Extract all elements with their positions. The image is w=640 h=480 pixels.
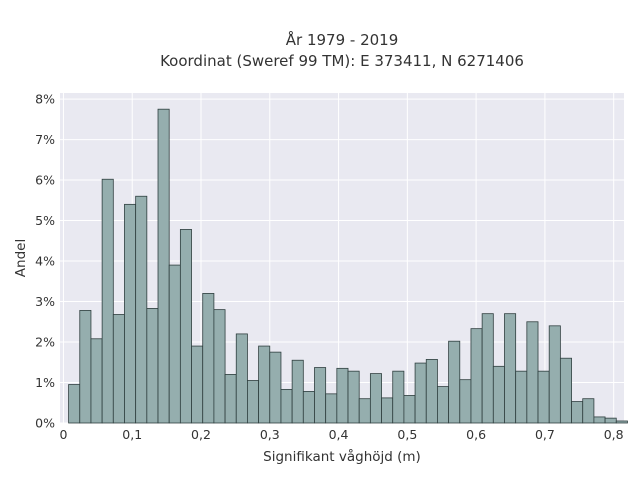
histogram-bar [79,310,92,424]
x-tick-label: 0 [59,427,67,442]
bars [68,108,628,424]
histogram-bar [269,351,282,424]
histogram-bar [593,416,606,424]
histogram-bar [258,345,271,424]
chart-title: År 1979 - 2019 Koordinat (Sweref 99 TM):… [160,30,524,70]
x-axis-ticks: 0 0,1 0,2 0,3 0,4 0,5 0,6 0,7 0,8 [59,427,623,442]
histogram-bar [437,386,450,424]
histogram-bar [582,398,595,424]
histogram-bar [504,313,517,424]
y-tick-label: 3% [35,294,55,309]
x-tick-label: 0,5 [397,427,417,442]
y-tick-label: 2% [35,335,55,350]
y-axis-label: Andel [13,239,29,277]
chart-title-line-1: År 1979 - 2019 [286,30,399,49]
histogram-bar [414,362,427,424]
histogram-bar [202,293,215,424]
histogram-bar [559,357,572,424]
histogram-bar [548,325,561,424]
histogram-bar [325,393,338,424]
x-tick-label: 0,6 [466,427,486,442]
y-tick-label: 5% [35,213,55,228]
histogram-bar [470,328,483,424]
histogram-bar [90,338,103,424]
x-tick-label: 0,4 [329,427,349,442]
histogram-bar [403,395,416,424]
histogram-bar [358,398,371,424]
x-tick-label: 0,7 [535,427,555,442]
histogram-bar [369,373,382,424]
y-axis-ticks: 0% 1% 2% 3% 4% 5% 6% 7% 8% [35,92,55,431]
x-tick-label: 0,3 [260,427,280,442]
histogram-bar [448,340,461,424]
y-tick-label: 8% [35,92,55,107]
histogram-bar [302,391,315,424]
histogram-bar [604,417,617,424]
histogram-bar [280,388,293,424]
histogram-bar [101,178,114,424]
histogram-bar [112,314,125,424]
histogram-bar [146,308,159,424]
histogram-bar [347,370,360,424]
histogram-bar [526,321,539,424]
histogram-bar [425,359,438,424]
y-tick-label: 4% [35,254,55,269]
histogram-bar [68,384,81,424]
histogram-bar [392,370,405,424]
x-tick-label: 0,1 [122,427,142,442]
x-axis-label: Signifikant våghöjd (m) [263,448,421,465]
histogram-bar [481,313,494,424]
y-tick-label: 7% [35,132,55,147]
histogram-bar [571,401,584,424]
histogram-bar [213,309,226,424]
histogram-bar [459,379,472,424]
histogram-bar [191,345,204,424]
histogram-bar [168,264,181,424]
histogram-bar [235,333,248,424]
histogram-bar [291,359,304,424]
histogram-bar [247,380,260,424]
histogram-bar [314,367,327,424]
histogram-bar [615,420,628,424]
histogram-bar [124,203,137,424]
histogram-bar [537,370,550,424]
histogram-bar [224,374,237,424]
histogram-bar [157,108,170,424]
y-tick-label: 6% [35,173,55,188]
histogram-bar [381,397,394,424]
x-tick-label: 0,8 [604,427,624,442]
x-tick-label: 0,2 [191,427,211,442]
y-tick-label: 0% [35,416,55,431]
histogram-bar [336,367,349,424]
histogram-bar [179,229,192,424]
y-tick-label: 1% [35,375,55,390]
histogram-bar [135,195,148,424]
histogram-bar [515,370,528,424]
histogram-bar [492,365,505,424]
chart-title-line-2: Koordinat (Sweref 99 TM): E 373411, N 62… [160,52,524,70]
